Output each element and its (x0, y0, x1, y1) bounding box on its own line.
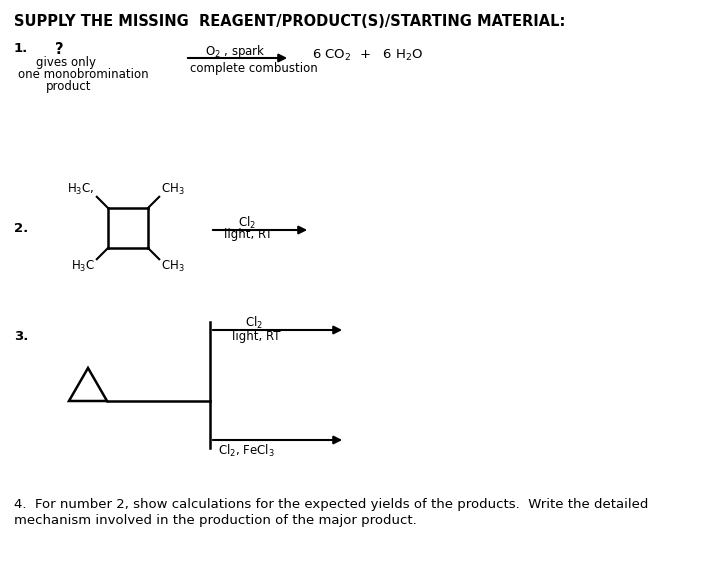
Text: H$_3$C: H$_3$C (71, 259, 95, 274)
Text: Cl$_2$: Cl$_2$ (238, 215, 256, 231)
Text: light, RT: light, RT (224, 228, 273, 241)
Text: 4.  For number 2, show calculations for the expected yields of the products.  Wr: 4. For number 2, show calculations for t… (14, 498, 649, 511)
Text: complete combustion: complete combustion (190, 62, 318, 75)
Text: gives only: gives only (36, 56, 96, 69)
Text: light, RT: light, RT (232, 330, 281, 343)
Text: 3.: 3. (14, 330, 29, 343)
Text: SUPPLY THE MISSING  REAGENT/PRODUCT(S)/STARTING MATERIAL:: SUPPLY THE MISSING REAGENT/PRODUCT(S)/ST… (14, 14, 566, 29)
Text: Cl$_2$: Cl$_2$ (245, 315, 263, 331)
Text: mechanism involved in the production of the major product.: mechanism involved in the production of … (14, 514, 417, 527)
Text: CH$_3$: CH$_3$ (161, 181, 185, 197)
Text: 2.: 2. (14, 222, 28, 235)
Text: product: product (46, 80, 92, 93)
Text: ?: ? (55, 42, 64, 57)
Text: CH$_3$: CH$_3$ (161, 259, 185, 274)
Text: Cl$_2$, FeCl$_3$: Cl$_2$, FeCl$_3$ (218, 443, 275, 459)
Text: 6 CO$_2$  +   6 H$_2$O: 6 CO$_2$ + 6 H$_2$O (312, 48, 424, 63)
Text: H$_3$C,: H$_3$C, (67, 181, 95, 197)
Text: O$_2$ , spark: O$_2$ , spark (205, 43, 266, 60)
Text: one monobromination: one monobromination (18, 68, 149, 81)
Text: 1.: 1. (14, 42, 28, 55)
